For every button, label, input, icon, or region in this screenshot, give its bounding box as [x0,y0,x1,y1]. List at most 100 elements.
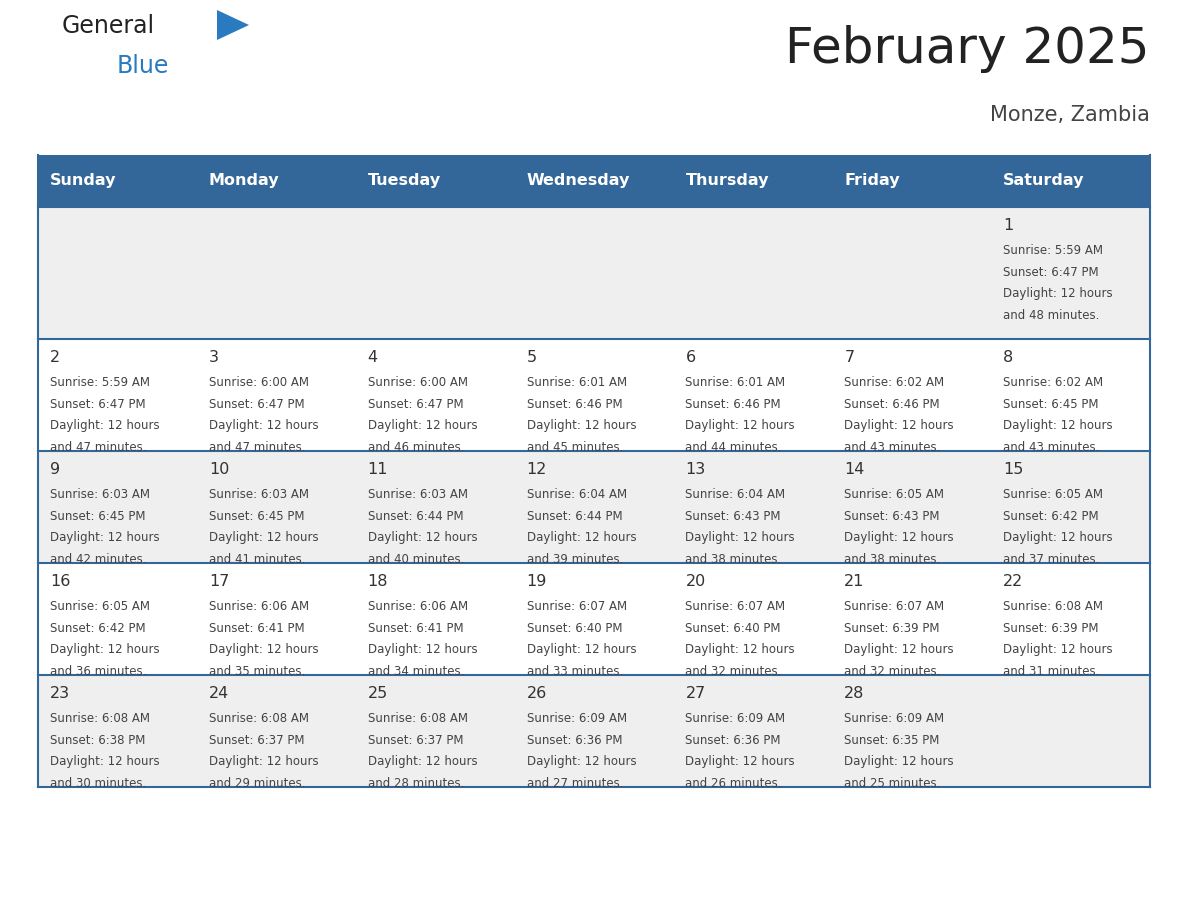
Text: 1: 1 [1003,218,1013,233]
Text: 15: 15 [1003,462,1024,477]
Text: Daylight: 12 hours: Daylight: 12 hours [526,643,637,656]
Text: Sunset: 6:43 PM: Sunset: 6:43 PM [685,509,781,522]
Text: 27: 27 [685,686,706,701]
Text: Sunset: 6:47 PM: Sunset: 6:47 PM [368,397,463,410]
Text: Sunset: 6:44 PM: Sunset: 6:44 PM [368,509,463,522]
Text: Sunrise: 6:09 AM: Sunrise: 6:09 AM [685,712,785,725]
Text: 18: 18 [368,574,388,589]
Text: Sunrise: 6:07 AM: Sunrise: 6:07 AM [845,600,944,613]
Text: 2: 2 [50,350,61,365]
Text: Sunrise: 6:02 AM: Sunrise: 6:02 AM [845,376,944,389]
Text: 24: 24 [209,686,229,701]
Text: Sunset: 6:42 PM: Sunset: 6:42 PM [50,621,146,634]
Text: Sunrise: 6:09 AM: Sunrise: 6:09 AM [526,712,627,725]
Text: Sunset: 6:47 PM: Sunset: 6:47 PM [209,397,304,410]
Text: and 36 minutes.: and 36 minutes. [50,665,146,677]
Text: 8: 8 [1003,350,1013,365]
Text: General: General [62,14,156,38]
Text: Daylight: 12 hours: Daylight: 12 hours [685,531,795,544]
Text: Sunrise: 6:07 AM: Sunrise: 6:07 AM [526,600,627,613]
Bar [38,451,1150,563]
Text: and 45 minutes.: and 45 minutes. [526,441,623,453]
Text: and 37 minutes.: and 37 minutes. [1003,553,1100,565]
Text: Daylight: 12 hours: Daylight: 12 hours [209,531,318,544]
Text: Daylight: 12 hours: Daylight: 12 hours [685,419,795,432]
Text: and 48 minutes.: and 48 minutes. [1003,308,1100,321]
Text: Daylight: 12 hours: Daylight: 12 hours [50,755,159,768]
Text: and 44 minutes.: and 44 minutes. [685,441,782,453]
Text: Sunrise: 6:00 AM: Sunrise: 6:00 AM [368,376,468,389]
Text: Daylight: 12 hours: Daylight: 12 hours [1003,643,1113,656]
Text: Sunrise: 6:08 AM: Sunrise: 6:08 AM [1003,600,1104,613]
Text: Sunrise: 6:07 AM: Sunrise: 6:07 AM [685,600,785,613]
Text: Tuesday: Tuesday [368,174,441,188]
Text: Sunrise: 6:06 AM: Sunrise: 6:06 AM [209,600,309,613]
Text: Daylight: 12 hours: Daylight: 12 hours [845,755,954,768]
Text: 17: 17 [209,574,229,589]
Text: Sunrise: 6:03 AM: Sunrise: 6:03 AM [209,488,309,501]
Text: and 38 minutes.: and 38 minutes. [685,553,782,565]
Text: and 40 minutes.: and 40 minutes. [368,553,465,565]
Text: Sunrise: 6:01 AM: Sunrise: 6:01 AM [685,376,785,389]
Text: Sunday: Sunday [50,174,116,188]
Text: Sunrise: 6:05 AM: Sunrise: 6:05 AM [1003,488,1104,501]
Text: Sunrise: 6:06 AM: Sunrise: 6:06 AM [368,600,468,613]
Text: and 47 minutes.: and 47 minutes. [209,441,305,453]
Text: Daylight: 12 hours: Daylight: 12 hours [1003,287,1113,300]
Text: 10: 10 [209,462,229,477]
Text: and 29 minutes.: and 29 minutes. [209,777,305,789]
Text: 4: 4 [368,350,378,365]
Text: Sunset: 6:42 PM: Sunset: 6:42 PM [1003,509,1099,522]
Text: and 39 minutes.: and 39 minutes. [526,553,623,565]
Text: Sunset: 6:45 PM: Sunset: 6:45 PM [50,509,145,522]
Text: and 43 minutes.: and 43 minutes. [845,441,941,453]
Text: Daylight: 12 hours: Daylight: 12 hours [368,419,478,432]
Bar [38,155,1150,207]
Text: Daylight: 12 hours: Daylight: 12 hours [368,531,478,544]
Text: Sunrise: 6:08 AM: Sunrise: 6:08 AM [50,712,150,725]
Text: Monze, Zambia: Monze, Zambia [990,105,1150,125]
Text: Monday: Monday [209,174,279,188]
Text: and 33 minutes.: and 33 minutes. [526,665,623,677]
Text: 13: 13 [685,462,706,477]
Text: Sunset: 6:38 PM: Sunset: 6:38 PM [50,733,145,746]
Text: and 34 minutes.: and 34 minutes. [368,665,465,677]
Text: Sunset: 6:39 PM: Sunset: 6:39 PM [845,621,940,634]
Bar [38,207,1150,339]
Bar [38,563,1150,675]
Text: 26: 26 [526,686,546,701]
Text: and 32 minutes.: and 32 minutes. [845,665,941,677]
Text: Sunset: 6:47 PM: Sunset: 6:47 PM [50,397,146,410]
Text: Sunset: 6:45 PM: Sunset: 6:45 PM [1003,397,1099,410]
Text: 23: 23 [50,686,70,701]
Text: Daylight: 12 hours: Daylight: 12 hours [845,419,954,432]
Text: and 47 minutes.: and 47 minutes. [50,441,146,453]
Text: Sunset: 6:39 PM: Sunset: 6:39 PM [1003,621,1099,634]
Text: 5: 5 [526,350,537,365]
Text: Sunrise: 5:59 AM: Sunrise: 5:59 AM [50,376,150,389]
Text: Sunrise: 6:05 AM: Sunrise: 6:05 AM [50,600,150,613]
Text: Daylight: 12 hours: Daylight: 12 hours [368,643,478,656]
Text: Thursday: Thursday [685,174,769,188]
Text: 11: 11 [368,462,388,477]
Text: Sunset: 6:41 PM: Sunset: 6:41 PM [209,621,304,634]
Text: and 38 minutes.: and 38 minutes. [845,553,941,565]
Text: Daylight: 12 hours: Daylight: 12 hours [526,755,637,768]
Text: 20: 20 [685,574,706,589]
Text: Daylight: 12 hours: Daylight: 12 hours [50,643,159,656]
Text: Daylight: 12 hours: Daylight: 12 hours [526,419,637,432]
Text: Sunset: 6:36 PM: Sunset: 6:36 PM [685,733,781,746]
Text: and 42 minutes.: and 42 minutes. [50,553,146,565]
Text: Daylight: 12 hours: Daylight: 12 hours [685,643,795,656]
Text: 16: 16 [50,574,70,589]
Text: Sunset: 6:40 PM: Sunset: 6:40 PM [526,621,623,634]
Bar [38,675,1150,787]
Text: Daylight: 12 hours: Daylight: 12 hours [845,531,954,544]
Text: Sunrise: 6:02 AM: Sunrise: 6:02 AM [1003,376,1104,389]
Text: Daylight: 12 hours: Daylight: 12 hours [209,419,318,432]
Text: Sunrise: 6:03 AM: Sunrise: 6:03 AM [368,488,468,501]
Text: Sunset: 6:40 PM: Sunset: 6:40 PM [685,621,781,634]
Text: Sunrise: 5:59 AM: Sunrise: 5:59 AM [1003,244,1104,257]
Text: Sunset: 6:46 PM: Sunset: 6:46 PM [685,397,781,410]
Text: Daylight: 12 hours: Daylight: 12 hours [1003,419,1113,432]
